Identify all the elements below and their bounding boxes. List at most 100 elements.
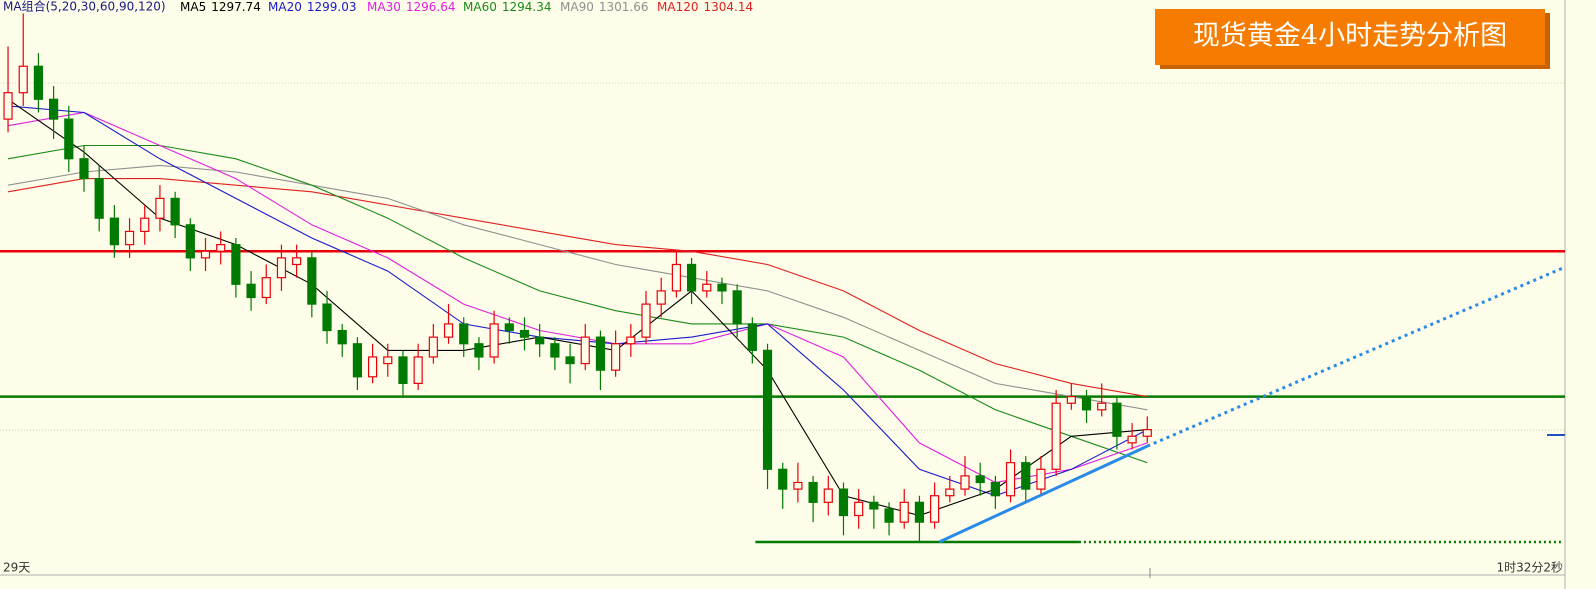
- candle-body: [975, 475, 985, 484]
- candle-body: [33, 65, 44, 100]
- candle-body: [930, 495, 940, 523]
- candle-body: [808, 481, 818, 503]
- candle-body: [595, 336, 606, 371]
- candle-body: [626, 336, 636, 345]
- candle-body: [109, 217, 119, 246]
- candle-body: [611, 343, 621, 371]
- candle-body: [732, 290, 742, 325]
- candle-body: [124, 230, 135, 246]
- candle-body: [686, 263, 697, 292]
- candle-body: [140, 217, 150, 233]
- candle-body: [398, 356, 408, 384]
- legend-value: 1294.34: [502, 0, 552, 14]
- candle-body: [307, 257, 317, 305]
- candle-body: [383, 356, 393, 365]
- ma-line: [7, 98, 1148, 517]
- candle-body: [884, 508, 894, 523]
- candle-body: [1097, 402, 1107, 411]
- legend-name: MA30: [367, 0, 401, 14]
- candle-body: [94, 177, 104, 219]
- chart-title: 现货黄金4小时走势分析图: [1193, 21, 1507, 52]
- candle-body: [3, 92, 13, 120]
- candle-body: [945, 488, 955, 497]
- candle-body: [246, 283, 256, 299]
- legend-entry: MA5 1297.74: [180, 0, 261, 14]
- candle-body: [914, 501, 925, 523]
- candle-body: [1036, 468, 1046, 490]
- candle-body: [216, 244, 226, 252]
- candle-body: [443, 323, 454, 338]
- legend-value: 1304.14: [703, 0, 753, 14]
- candle-body: [1051, 402, 1061, 470]
- legend-title: MA组合(5,20,30,60,90,120): [3, 0, 166, 14]
- plot-area: [0, 13, 1565, 544]
- candle-body: [869, 501, 879, 510]
- legend-entry: MA20 1299.03: [268, 0, 356, 14]
- candle-body: [717, 283, 727, 292]
- legend-entry: MA120 1304.14: [657, 0, 753, 14]
- candle-body: [671, 263, 681, 292]
- ma-line: [7, 111, 1148, 484]
- legend-name: MA120: [657, 0, 698, 14]
- candle-body: [778, 468, 788, 490]
- legend: MA5 1297.74 MA20 1299.03 MA30 1296.64 MA60 1294…: [180, 0, 753, 14]
- candle-body: [292, 257, 302, 266]
- candle-body: [550, 343, 560, 358]
- legend-entry: MA60 1294.34: [463, 0, 551, 14]
- title-box: [1155, 9, 1545, 65]
- candle-body: [49, 98, 59, 120]
- candle-body: [580, 336, 590, 365]
- ma-line: [7, 105, 1148, 497]
- candle-body: [702, 283, 712, 292]
- candle-body: [990, 481, 1000, 497]
- candle-body: [1021, 462, 1031, 490]
- candle-body: [367, 356, 378, 378]
- candle-body: [1112, 402, 1122, 437]
- candle-body: [793, 481, 803, 490]
- legend-entry: MA30 1296.64: [367, 0, 455, 14]
- legend-entry: MA90 1301.66: [560, 0, 648, 14]
- candle-body: [413, 356, 423, 384]
- candle-body: [428, 336, 438, 358]
- ma-line: [7, 164, 1148, 411]
- legend-name: MA60: [463, 0, 497, 14]
- candle-body: [823, 488, 833, 503]
- legend-name: MA90: [560, 0, 594, 14]
- candle-body: [762, 349, 773, 470]
- candle-body: [276, 257, 287, 279]
- footer-right: 1时32分2秒: [1496, 561, 1563, 575]
- ma-line: [7, 178, 1148, 398]
- legend-value: 1296.64: [406, 0, 456, 14]
- candle-body: [899, 501, 909, 523]
- candle-body: [64, 118, 74, 160]
- trendline-extension: [1146, 266, 1565, 448]
- candle-body: [1081, 396, 1092, 411]
- candle-body: [641, 303, 651, 338]
- candle-body: [838, 488, 849, 517]
- ma-line: [7, 144, 1148, 464]
- legend-value: 1297.74: [211, 0, 261, 14]
- candle-body: [519, 329, 530, 338]
- footer-left: 29天: [3, 561, 30, 575]
- candle-body: [337, 329, 347, 345]
- candle-body: [1127, 435, 1137, 444]
- candle-body: [79, 158, 89, 180]
- legend-value: 1299.03: [307, 0, 357, 14]
- candle-body: [489, 323, 499, 358]
- candle-body: [1066, 396, 1076, 404]
- candle-body: [200, 250, 211, 259]
- candle-body: [231, 244, 241, 285]
- candle-body: [960, 475, 970, 490]
- candle-body: [747, 323, 757, 351]
- trendline: [938, 444, 1148, 544]
- candle-body: [185, 224, 195, 259]
- legend-name: MA20: [268, 0, 302, 14]
- candle-body: [565, 356, 575, 365]
- candle-body: [322, 303, 332, 332]
- candle-body: [170, 197, 180, 226]
- legend-name: MA5: [180, 0, 206, 14]
- candle-body: [261, 277, 271, 299]
- candle-body: [474, 343, 484, 358]
- candle-body: [535, 336, 545, 345]
- candle-body: [504, 323, 514, 332]
